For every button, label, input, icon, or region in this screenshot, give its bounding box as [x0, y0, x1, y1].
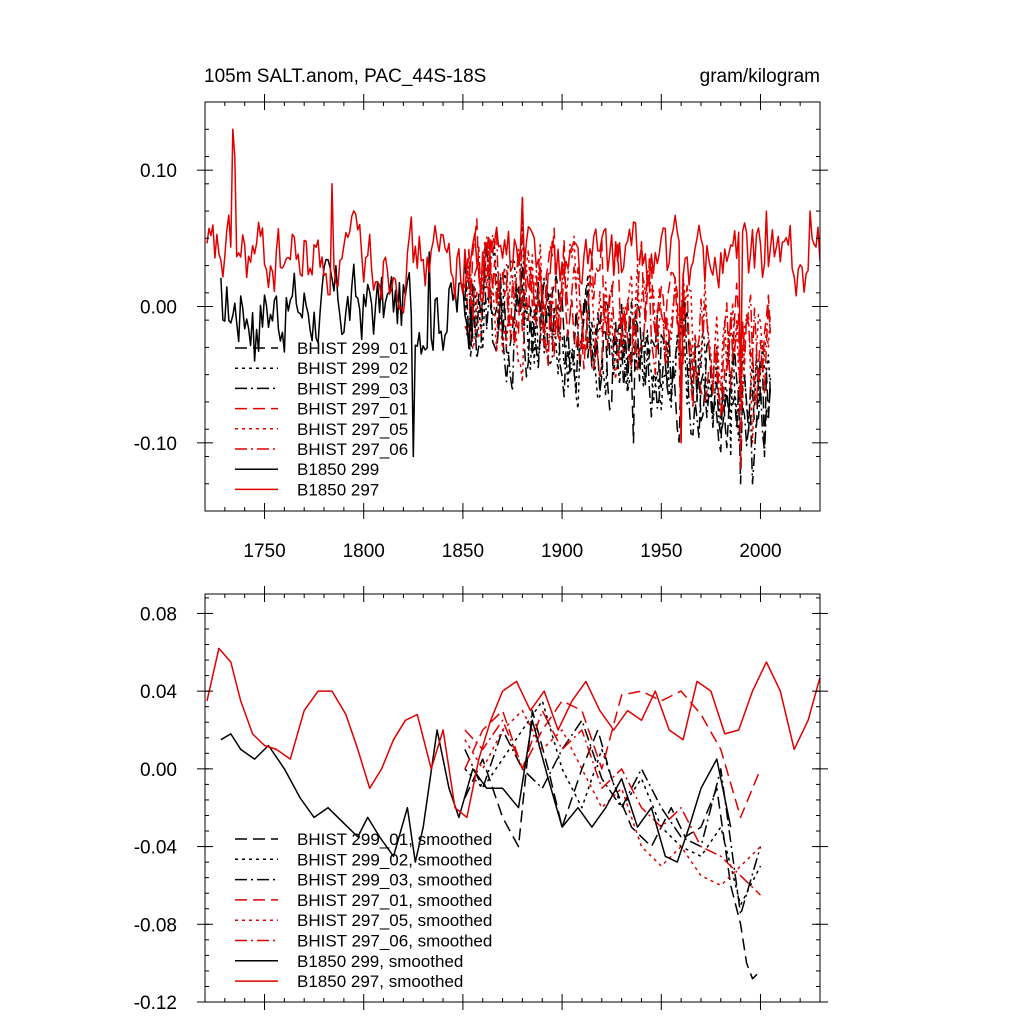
legend-label-bhist-299-01: BHIST 299_01: [297, 339, 408, 358]
top-panel: 105m SALT.anom, PAC_44S-18S gram/kilogra…: [134, 66, 828, 562]
legend-label-bhist-297-06: BHIST 297_06: [297, 440, 408, 459]
legend-label-bhist-297-05-smoothed: BHIST 297_05, smoothed: [297, 911, 492, 930]
y-tick-label: 0.08: [140, 604, 177, 625]
legend-label-b1850-297-smoothed: B1850 297, smoothed: [297, 972, 463, 991]
y-tick-label: 0.04: [140, 682, 177, 703]
series-line-b1850-297-smoothed: [206, 647, 820, 819]
series-line-bhist-297-06: [464, 231, 772, 417]
series-line-b1850-299: [220, 251, 474, 458]
legend-label-bhist-299-02: BHIST 299_02: [297, 359, 408, 378]
y-tick-label: -0.04: [134, 838, 178, 859]
bottom-series: [206, 647, 820, 980]
bottom-axes: 0.08 0.04 0.00 -0.04 -0.08 -0.12: [134, 586, 828, 1014]
x-tick-label: 1750: [243, 541, 285, 562]
series-line-b1850-297: [206, 128, 820, 444]
legend-label-b1850-299-smoothed: B1850 299, smoothed: [297, 952, 463, 971]
series-line-bhist-299-03: [464, 264, 772, 485]
y-tick-label: -0.12: [134, 993, 177, 1014]
series-line-bhist-299-03-smoothed: [464, 719, 762, 916]
y-tick-label: -0.10: [134, 434, 177, 455]
x-tick-label: 2000: [739, 541, 781, 562]
top-axes: 1750 1800 1850 1900 1950 2000 0.10 0.00 -0.10: [134, 94, 828, 562]
y-tick-label: -0.08: [134, 915, 177, 936]
legend-label-bhist-297-05: BHIST 297_05: [297, 420, 408, 439]
legend-label-b1850-299: B1850 299: [297, 460, 379, 479]
legend-label-bhist-299-03-smoothed: BHIST 299_03, smoothed: [297, 871, 492, 890]
x-tick-label: 1900: [541, 541, 583, 562]
top-series: [206, 128, 820, 485]
series-line-bhist-297-05: [464, 235, 772, 444]
series-line-bhist-299-01-smoothed: [464, 709, 762, 980]
y-tick-label: 0.00: [140, 760, 177, 781]
legend-label-bhist-297-01: BHIST 297_01: [297, 400, 408, 419]
top-title-right: gram/kilogram: [700, 66, 820, 87]
legend-label-bhist-297-01-smoothed: BHIST 297_01, smoothed: [297, 891, 492, 910]
legend-label-b1850-297: B1850 297: [297, 480, 379, 499]
plot-frame: [204, 593, 821, 1003]
series-line-bhist-297-06-smoothed: [464, 709, 762, 896]
series-line-b1850-299-smoothed: [220, 719, 732, 863]
legend-label-bhist-297-06-smoothed: BHIST 297_06, smoothed: [297, 932, 492, 951]
top-title-left: 105m SALT.anom, PAC_44S-18S: [204, 66, 486, 87]
series-line-bhist-297-05-smoothed: [464, 709, 762, 887]
series-line-bhist-299-02-smoothed: [464, 700, 762, 906]
legend-label-bhist-299-01-smoothed: BHIST 299_01, smoothed: [297, 830, 492, 849]
x-tick-label: 1850: [442, 541, 484, 562]
series-line-bhist-299-02: [464, 196, 772, 458]
y-tick-label: 0.00: [140, 298, 177, 319]
x-tick-label: 1950: [640, 541, 682, 562]
y-tick-label: 0.10: [140, 161, 177, 182]
x-tick-label: 1800: [343, 541, 385, 562]
legend-label-bhist-299-02-smoothed: BHIST 299_02, smoothed: [297, 850, 492, 869]
legend-label-bhist-299-03: BHIST 299_03: [297, 379, 408, 398]
series-line-bhist-297-01-smoothed: [464, 690, 762, 819]
